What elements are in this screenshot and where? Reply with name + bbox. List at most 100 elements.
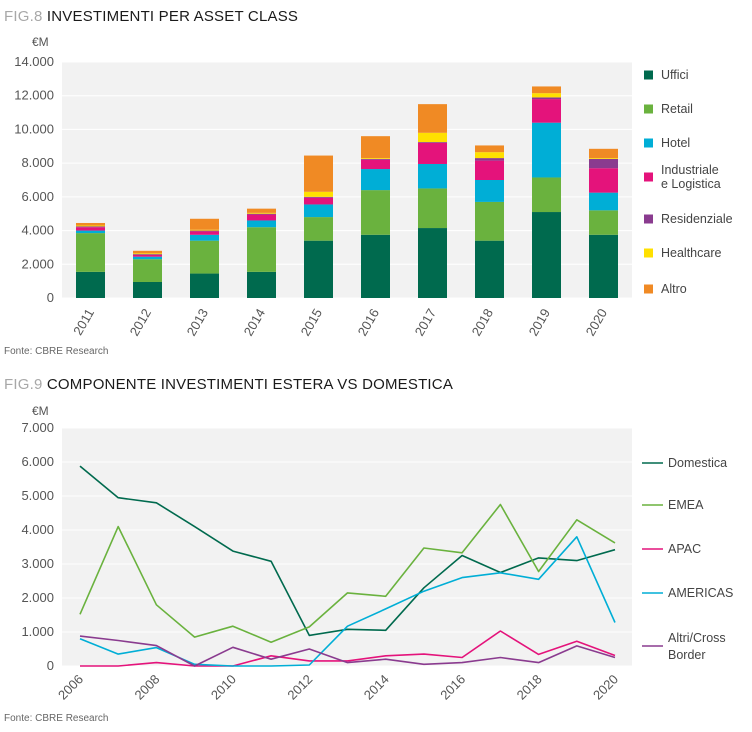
fig8-bar-residenziale-2013 bbox=[190, 230, 219, 232]
fig9-series-line-altri-cross-border bbox=[79, 635, 616, 667]
fig9-x-tick-label: 2016 bbox=[437, 672, 468, 703]
fig8-legend-swatch-altro bbox=[644, 284, 653, 294]
fig8-bar-healthcare-2020 bbox=[589, 158, 618, 159]
fig8-bar-uffici-2013 bbox=[190, 273, 219, 298]
fig8-bar-hotel-2016 bbox=[361, 169, 390, 191]
fig8-bar-uffici-2014 bbox=[247, 271, 276, 298]
fig8-bar-healthcare-2015 bbox=[304, 191, 333, 197]
fig8-bar-uffici-2017 bbox=[418, 228, 447, 298]
fig8-bar-altro-2012 bbox=[133, 250, 162, 254]
fig8-legend-swatch-industriale-e-logistica bbox=[644, 172, 653, 182]
fig9-legend-label-emea: EMEA bbox=[668, 498, 704, 512]
fig9-y-tick-label: 7.000 bbox=[21, 420, 54, 435]
fig9-y-tick-label: 5.000 bbox=[21, 488, 54, 503]
fig8-y-tick-label: 14.000 bbox=[14, 54, 54, 69]
fig8-bar-hotel-2013 bbox=[190, 234, 219, 241]
fig9-legend-label-apac: APAC bbox=[668, 542, 701, 556]
fig8-bar-uffici-2020 bbox=[589, 234, 618, 298]
fig8-y-tick-label: 10.000 bbox=[14, 121, 54, 136]
fig9-number: FIG.9 bbox=[4, 376, 43, 393]
fig8-bar-altro-2013 bbox=[190, 218, 219, 230]
fig8-y-tick-label: 0 bbox=[47, 290, 54, 305]
fig8-x-tick-label: 2012 bbox=[127, 306, 154, 339]
fig8-x-tick-label: 2019 bbox=[526, 306, 553, 339]
fig9-x-tick-label: 2008 bbox=[131, 672, 162, 703]
fig8-title: FIG.8 INVESTIMENTI PER ASSET CLASS bbox=[4, 8, 298, 25]
fig9-y-tick-label: 6.000 bbox=[21, 454, 54, 469]
fig8-x-tick-label: 2013 bbox=[184, 306, 211, 339]
fig8-bar-altro-2016 bbox=[361, 136, 390, 159]
fig8-bar-retail-2013 bbox=[190, 240, 219, 274]
fig8-bar-healthcare-2017 bbox=[418, 132, 447, 143]
fig8-y-tick-label: 6.000 bbox=[21, 189, 54, 204]
fig8-bar-healthcare-2011 bbox=[76, 225, 105, 227]
fig8-bar-uffici-2011 bbox=[76, 271, 105, 298]
fig8-x-tick-label: 2020 bbox=[583, 306, 610, 339]
fig8-bar-hotel-2011 bbox=[76, 230, 105, 234]
fig8-legend-label-retail: Retail bbox=[661, 102, 693, 116]
fig8-bar-industriale-e-logistica-2011 bbox=[76, 227, 105, 231]
fig9-x-tick-label: 2020 bbox=[590, 672, 621, 703]
fig9-y-tick-label: 0 bbox=[47, 658, 54, 673]
fig9-y-tick-label: 2.000 bbox=[21, 590, 54, 605]
fig8-bar-residenziale-2016 bbox=[361, 158, 390, 160]
fig9-x-tick-label: 2006 bbox=[55, 672, 86, 703]
fig8-legend-label-healthcare: Healthcare bbox=[661, 246, 721, 260]
fig8-bar-industriale-e-logistica-2013 bbox=[190, 231, 219, 235]
fig8-bar-residenziale-2017 bbox=[418, 142, 447, 143]
fig9-y-tick-label: 4.000 bbox=[21, 522, 54, 537]
fig8-bar-industriale-e-logistica-2018 bbox=[475, 160, 504, 180]
fig9-y-tick-label: 1.000 bbox=[21, 624, 54, 639]
fig9-series-line-apac bbox=[80, 630, 616, 667]
fig8-legend-label-hotel: Hotel bbox=[661, 136, 690, 150]
fig8-bar-industriale-e-logistica-2012 bbox=[133, 255, 162, 257]
fig8-x-tick-label: 2014 bbox=[241, 306, 268, 339]
fig8-stacked-bar-chart: €M 0 2.000 4.000 6.000 8.000 10.000 12.000 14.0… bbox=[14, 35, 733, 339]
fig8-bar-residenziale-2014 bbox=[247, 213, 276, 215]
fig8-bar-residenziale-2020 bbox=[589, 158, 618, 169]
fig8-bar-healthcare-2013 bbox=[190, 229, 219, 231]
fig8-legend-label-industriale-e-logistica: Industriale e Logistica bbox=[661, 163, 721, 191]
fig8-legend-swatch-retail bbox=[644, 104, 653, 114]
fig8-bar-uffici-2016 bbox=[361, 234, 390, 298]
fig8-bar-hotel-2018 bbox=[475, 180, 504, 202]
fig8-bar-hotel-2012 bbox=[133, 256, 162, 260]
fig8-bar-retail-2017 bbox=[418, 188, 447, 229]
fig9-legend-label-altri-cross-border: Altri/Cross Border bbox=[668, 631, 726, 662]
fig9-x-tick-label: 2010 bbox=[208, 672, 239, 703]
fig8-bar-uffici-2018 bbox=[475, 240, 504, 298]
fig8-bar-hotel-2014 bbox=[247, 220, 276, 228]
fig8-y-tick-label: 12.000 bbox=[14, 88, 54, 103]
fig8-legend-label-residenziale: Residenziale bbox=[661, 212, 733, 226]
fig8-x-tick-label: 2011 bbox=[70, 306, 97, 338]
fig8-y-tick-label: 4.000 bbox=[21, 223, 54, 238]
fig8-legend-swatch-healthcare bbox=[644, 248, 653, 258]
fig9-series-line-domestica bbox=[79, 465, 616, 637]
fig8-bar-altro-2017 bbox=[418, 104, 447, 133]
fig8-bar-industriale-e-logistica-2015 bbox=[304, 197, 333, 205]
fig8-bar-industriale-e-logistica-2017 bbox=[418, 142, 447, 164]
fig8-bar-residenziale-2015 bbox=[304, 196, 333, 198]
fig8-bar-retail-2014 bbox=[247, 227, 276, 272]
fig9-title: FIG.9 COMPONENTE INVESTIMENTI ESTERA VS … bbox=[4, 376, 453, 393]
fig8-bar-residenziale-2012 bbox=[133, 254, 162, 256]
fig8-y-tick-label: 2.000 bbox=[21, 256, 54, 271]
fig8-x-tick-label: 2015 bbox=[298, 306, 325, 339]
fig9-plot-area bbox=[62, 428, 632, 666]
fig8-bar-altro-2011 bbox=[76, 222, 105, 226]
fig8-x-tick-label: 2018 bbox=[469, 306, 496, 339]
fig9-series-line-emea bbox=[79, 503, 616, 643]
fig8-bar-healthcare-2016 bbox=[361, 158, 390, 159]
fig8-bar-industriale-e-logistica-2020 bbox=[589, 168, 618, 193]
fig8-bar-altro-2020 bbox=[589, 148, 618, 159]
fig8-bar-uffici-2015 bbox=[304, 240, 333, 298]
fig8-legend-swatch-residenziale bbox=[644, 214, 653, 224]
fig9-x-tick-label: 2012 bbox=[284, 672, 315, 703]
fig8-source: Fonte: CBRE Research bbox=[4, 346, 109, 357]
fig9-title-text: COMPONENTE INVESTIMENTI ESTERA VS DOMEST… bbox=[46, 376, 454, 393]
fig8-legend-swatch-hotel bbox=[644, 138, 653, 148]
fig9-x-tick-label: 2018 bbox=[514, 672, 545, 703]
fig8-bar-industriale-e-logistica-2014 bbox=[247, 214, 276, 221]
fig8-bar-retail-2012 bbox=[133, 259, 162, 282]
fig8-bar-industriale-e-logistica-2019 bbox=[532, 99, 561, 123]
